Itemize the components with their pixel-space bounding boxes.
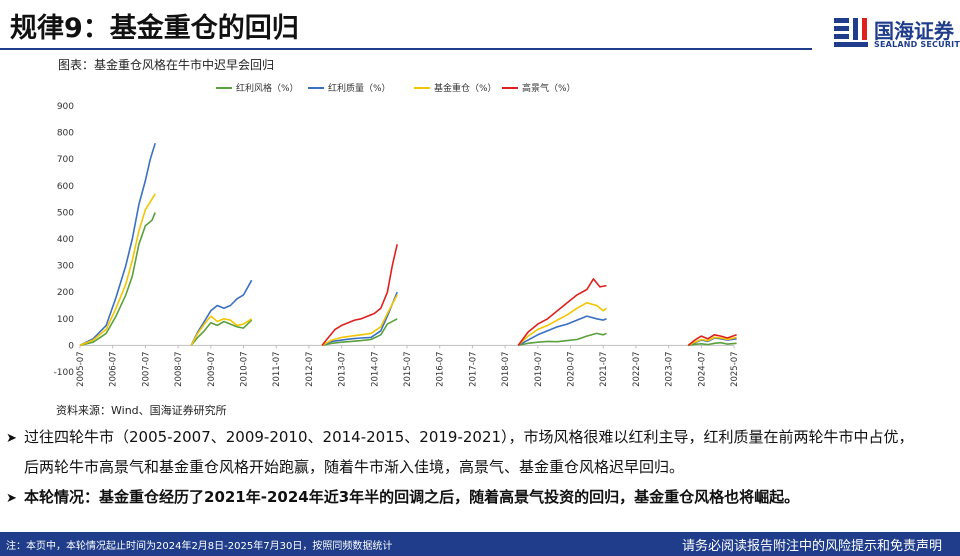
bullet-text: 后两轮牛市高景气和基金重仓风格开始跑赢，随着牛市渐入佳境，高景气、基金重仓风格迟… <box>24 458 685 476</box>
series-line <box>517 302 607 346</box>
footer-bar: 注：本页中，本轮情况起止时间为2024年2月8日-2025年7月30日，按照同频… <box>0 532 960 556</box>
x-tick-label: 2007-07 <box>141 351 151 387</box>
y-tick-label: 500 <box>57 208 74 218</box>
series-line <box>190 279 253 346</box>
source-note: 资料来源：Wind、国海证券研究所 <box>56 404 227 417</box>
x-tick-label: 2011-07 <box>272 351 282 387</box>
page-header: 规律9：基金重仓的回归 国海证券 SEALAND SECURITIES <box>0 0 960 52</box>
legend-label: 红利质量（%） <box>328 82 391 94</box>
y-tick-label: 100 <box>57 315 74 325</box>
x-tick-label: 2018-07 <box>501 351 511 387</box>
series-line <box>79 212 156 347</box>
logo-text-en: SEALAND SECURITIES <box>874 40 960 49</box>
x-tick-label: 2023-07 <box>665 351 675 387</box>
x-tick-label: 2006-07 <box>109 351 119 387</box>
x-tick-label: 2017-07 <box>468 351 478 387</box>
bullet-item: ➤ 本轮情况：基金重仓经历了2021年-2024年近3年半的回调之后，随着高景气投… <box>6 486 799 507</box>
arrow-bullet-icon: ➤ <box>6 431 17 446</box>
series-line <box>321 294 398 347</box>
y-tick-label: 700 <box>57 155 74 165</box>
x-tick-label: 2008-07 <box>174 351 184 387</box>
x-tick-label: 2025-07 <box>730 351 740 387</box>
x-tick-label: 2009-07 <box>207 351 217 387</box>
series-line <box>79 193 156 347</box>
y-tick-label: 900 <box>57 102 74 112</box>
bullet-text-bold: 本轮情况：基金重仓经历了2021年-2024年近3年半的回调之后，随着高景气投资… <box>24 488 800 506</box>
x-tick-label: 2016-07 <box>436 351 446 387</box>
y-tick-label: 0 <box>68 341 74 351</box>
series-line <box>190 319 253 346</box>
y-tick-label: -100 <box>54 368 75 378</box>
series-line <box>190 315 253 346</box>
x-tick-label: 2010-07 <box>240 351 250 387</box>
page-title: 规律9：基金重仓的回归 <box>10 13 299 44</box>
sealand-logo-icon <box>834 18 868 47</box>
bullet-item: ➤ 过往四轮牛市（2005-2007、2009-2010、2014-2015、20… <box>6 426 914 447</box>
bullet-text: 过往四轮牛市（2005-2007、2009-2010、2014-2015、201… <box>24 428 914 446</box>
legend-label: 基金重仓（%） <box>434 82 497 94</box>
legend-label: 高景气（%） <box>522 82 576 94</box>
x-tick-label: 2024-07 <box>697 351 707 387</box>
y-tick-label: 400 <box>57 235 74 245</box>
y-tick-label: 800 <box>57 129 74 139</box>
x-tick-label: 2005-07 <box>76 351 86 387</box>
company-logo: 国海证券 SEALAND SECURITIES <box>832 14 960 52</box>
series-line <box>518 332 607 347</box>
footer-note: 注：本页中，本轮情况起止时间为2024年2月8日-2025年7月30日，按照同频… <box>6 541 393 552</box>
y-tick-label: 600 <box>57 182 74 192</box>
y-tick-label: 200 <box>57 288 74 298</box>
legend-label: 红利风格（%） <box>236 82 299 94</box>
header-divider <box>0 48 812 50</box>
series-line <box>517 315 607 347</box>
footer-disclaimer: 请务必阅读报告附注中的风险提示和免责声明 <box>681 539 942 554</box>
bullet-item-continued: 后两轮牛市高景气和基金重仓风格开始跑赢，随着牛市渐入佳境，高景气、基金重仓风格迟… <box>24 456 684 477</box>
x-tick-label: 2012-07 <box>305 351 315 387</box>
x-tick-label: 2020-07 <box>567 351 577 387</box>
x-tick-label: 2021-07 <box>599 351 609 387</box>
figure-caption: 图表：基金重仓风格在牛市中迟早会回归 <box>58 58 275 72</box>
x-tick-label: 2015-07 <box>403 351 413 387</box>
series-line <box>687 334 737 347</box>
series-line <box>321 318 398 347</box>
x-tick-label: 2014-07 <box>370 351 380 387</box>
arrow-bullet-icon: ➤ <box>6 491 17 506</box>
x-tick-label: 2019-07 <box>534 351 544 387</box>
x-tick-label: 2022-07 <box>632 351 642 387</box>
logo-text-cn: 国海证券 <box>874 19 954 43</box>
x-tick-label: 2013-07 <box>338 351 348 387</box>
y-tick-label: 300 <box>57 262 74 272</box>
series-line <box>517 278 607 346</box>
series-line <box>687 336 737 347</box>
line-chart: -100 0 100 200 300 400 500 600 700 800 900 2005-07 2… <box>54 82 740 387</box>
series-line <box>688 341 737 347</box>
series-line <box>321 244 398 346</box>
series-line <box>79 142 156 347</box>
series-line <box>321 291 398 347</box>
